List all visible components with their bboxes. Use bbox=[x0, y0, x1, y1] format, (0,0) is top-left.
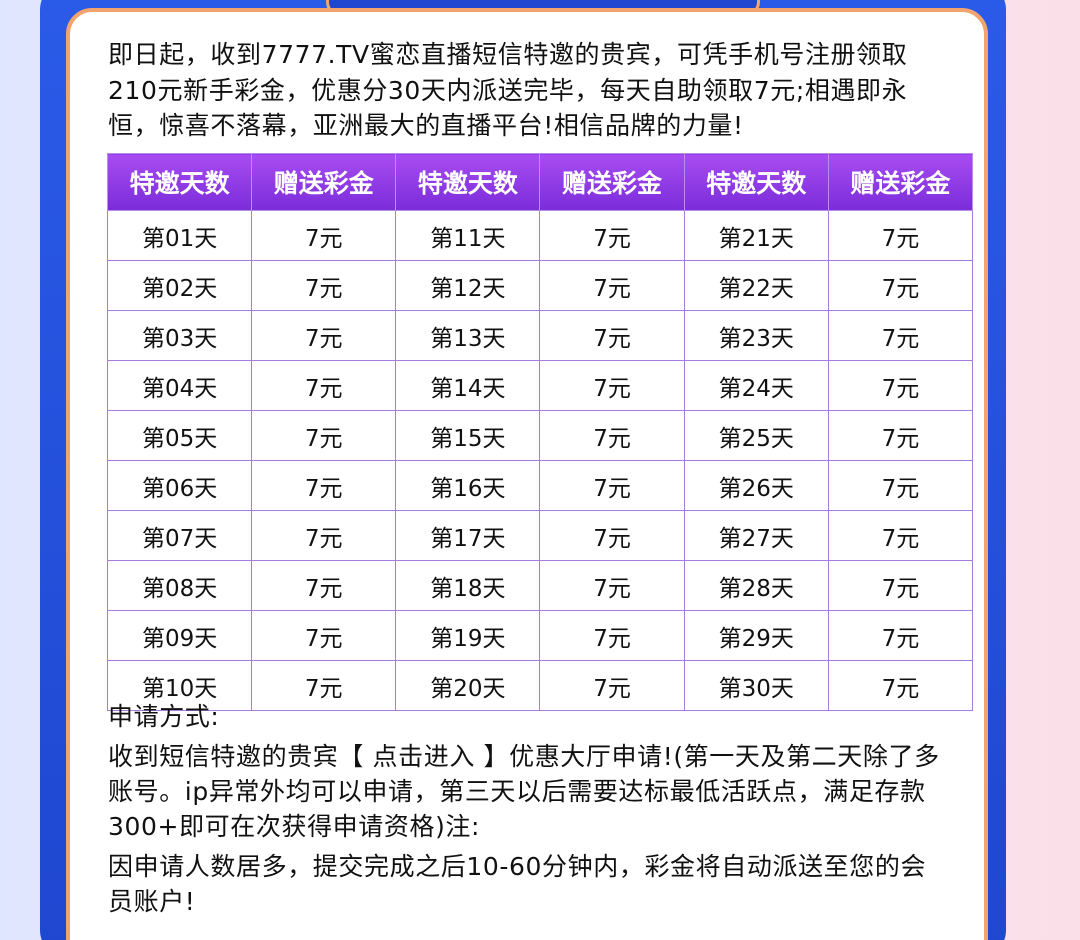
table-cell: 第15天 bbox=[395, 410, 541, 461]
table-row: 第09天 7元 第19天 7元 第29天 7元 bbox=[106, 610, 974, 661]
table-cell: 7元 bbox=[251, 610, 397, 661]
table-row: 第06天 7元 第16天 7元 第26天 7元 bbox=[106, 460, 974, 511]
header-cell: 赠送彩金 bbox=[827, 153, 974, 211]
table-cell: 第09天 bbox=[106, 610, 253, 661]
table-cell: 7元 bbox=[539, 610, 685, 661]
table-row: 第01天 7元 第11天 7元 第21天 7元 bbox=[106, 210, 974, 261]
table-cell: 第10天 bbox=[106, 660, 253, 711]
table-cell: 7元 bbox=[539, 510, 685, 561]
table-cell: 第18天 bbox=[395, 560, 541, 611]
table-cell: 7元 bbox=[251, 410, 397, 461]
section-title: 申请方式: bbox=[108, 702, 220, 731]
text-line: 210元新手彩金，优惠分30天内派送完毕，每天自助领取7元;相遇即永 bbox=[108, 76, 908, 105]
table-cell: 7元 bbox=[539, 360, 685, 411]
table-cell: 7元 bbox=[539, 210, 685, 261]
table-cell: 7元 bbox=[827, 410, 974, 461]
table-cell: 第28天 bbox=[683, 560, 829, 611]
table-cell: 第29天 bbox=[683, 610, 829, 661]
table-row: 第03天 7元 第13天 7元 第23天 7元 bbox=[106, 310, 974, 361]
table-cell: 7元 bbox=[827, 360, 974, 411]
table-cell: 第05天 bbox=[106, 410, 253, 461]
table-cell: 7元 bbox=[827, 310, 974, 361]
table-cell: 7元 bbox=[539, 660, 685, 711]
table-cell: 第22天 bbox=[683, 260, 829, 311]
table-cell: 第04天 bbox=[106, 360, 253, 411]
table-cell: 第03天 bbox=[106, 310, 253, 361]
table-cell: 7元 bbox=[251, 310, 397, 361]
text-line: 即日起，收到7777.TV蜜恋直播短信特邀的贵宾，可凭手机号注册领取 bbox=[108, 40, 908, 69]
table-cell: 7元 bbox=[251, 260, 397, 311]
table-cell: 第26天 bbox=[683, 460, 829, 511]
text-line: 账号。ip异常外均可以申请，第三天以后需要达标最低活跃点，满足存款 bbox=[108, 777, 926, 806]
table-cell: 7元 bbox=[251, 660, 397, 711]
header-cell: 特邀天数 bbox=[683, 153, 829, 211]
table-cell: 第02天 bbox=[106, 260, 253, 311]
header-row: 特邀天数 赠送彩金 特邀天数 赠送彩金 特邀天数 赠送彩金 bbox=[106, 153, 974, 211]
text-line: 恒，惊喜不落幕，亚洲最大的直播平台!相信品牌的力量! bbox=[108, 111, 744, 140]
table-cell: 第25天 bbox=[683, 410, 829, 461]
text-line: 收到短信特邀的贵宾【 点击进入 】优惠大厅申请!(第一天及第二天除了多 bbox=[108, 742, 940, 771]
table-cell: 第27天 bbox=[683, 510, 829, 561]
table-cell: 7元 bbox=[827, 260, 974, 311]
table-cell: 7元 bbox=[251, 460, 397, 511]
table-cell: 第24天 bbox=[683, 360, 829, 411]
header-cell: 赠送彩金 bbox=[539, 153, 685, 211]
table-cell: 第01天 bbox=[106, 210, 253, 261]
table-cell: 7元 bbox=[827, 510, 974, 561]
table-cell: 第16天 bbox=[395, 460, 541, 511]
bonus-table: 特邀天数 赠送彩金 特邀天数 赠送彩金 特邀天数 赠送彩金 第01天 7元 第11天 7元 第21天… bbox=[106, 153, 974, 711]
table-cell: 7元 bbox=[539, 560, 685, 611]
table-cell: 第08天 bbox=[106, 560, 253, 611]
table-cell: 7元 bbox=[251, 210, 397, 261]
table-cell: 7元 bbox=[827, 560, 974, 611]
table-row: 第08天 7元 第18天 7元 第28天 7元 bbox=[106, 560, 974, 611]
table-cell: 第20天 bbox=[395, 660, 541, 711]
table-cell: 7元 bbox=[827, 660, 974, 711]
table-cell: 7元 bbox=[827, 610, 974, 661]
table-cell: 第07天 bbox=[106, 510, 253, 561]
table-cell: 7元 bbox=[251, 510, 397, 561]
table-cell: 第19天 bbox=[395, 610, 541, 661]
table-cell: 7元 bbox=[539, 410, 685, 461]
table-cell: 第14天 bbox=[395, 360, 541, 411]
table-cell: 7元 bbox=[539, 310, 685, 361]
table-cell: 第11天 bbox=[395, 210, 541, 261]
table-cell: 第23天 bbox=[683, 310, 829, 361]
table-cell: 第06天 bbox=[106, 460, 253, 511]
text-line: 员账户! bbox=[108, 887, 196, 916]
table-row: 第07天 7元 第17天 7元 第27天 7元 bbox=[106, 510, 974, 561]
header-cell: 特邀天数 bbox=[395, 153, 541, 211]
table-cell: 7元 bbox=[539, 460, 685, 511]
table-cell: 7元 bbox=[539, 260, 685, 311]
table-row: 第05天 7元 第15天 7元 第25天 7元 bbox=[106, 410, 974, 461]
table-cell: 第21天 bbox=[683, 210, 829, 261]
header-cell: 特邀天数 bbox=[106, 153, 253, 211]
table-cell: 第12天 bbox=[395, 260, 541, 311]
text-line: 因申请人数居多，提交完成之后10-60分钟内，彩金将自动派送至您的会 bbox=[108, 852, 927, 881]
table-cell: 第30天 bbox=[683, 660, 829, 711]
table-row: 第10天 7元 第20天 7元 第30天 7元 bbox=[106, 660, 974, 711]
table-cell: 第17天 bbox=[395, 510, 541, 561]
table-row: 第04天 7元 第14天 7元 第24天 7元 bbox=[106, 360, 974, 411]
header-cell: 赠送彩金 bbox=[251, 153, 397, 211]
table-cell: 第13天 bbox=[395, 310, 541, 361]
table-cell: 7元 bbox=[251, 360, 397, 411]
text-line: 300+即可在次获得申请资格)注: bbox=[108, 812, 481, 841]
table-row: 第02天 7元 第12天 7元 第22天 7元 bbox=[106, 260, 974, 311]
table-cell: 7元 bbox=[251, 560, 397, 611]
table-cell: 7元 bbox=[827, 460, 974, 511]
table-cell: 7元 bbox=[827, 210, 974, 261]
